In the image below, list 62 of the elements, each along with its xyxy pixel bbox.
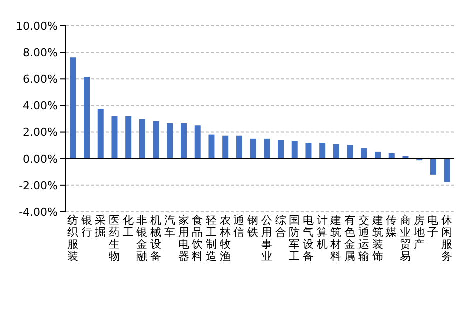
x-tick-label: 建筑装饰 <box>371 214 384 263</box>
x-tick-label: 汽车 <box>164 214 176 239</box>
x-tick-label: 传媒 <box>386 214 398 239</box>
bar <box>375 152 382 159</box>
bar <box>194 126 201 159</box>
y-tick-label: 4.00% <box>23 100 58 113</box>
bar <box>84 77 90 159</box>
bar <box>139 119 146 159</box>
x-tick-label: 家用电器 <box>178 214 190 263</box>
x-tick-label: 综合 <box>275 214 286 239</box>
bar <box>264 138 270 159</box>
bar <box>181 124 188 159</box>
x-tick-label: 食品饮料 <box>191 214 204 263</box>
bar <box>208 134 215 159</box>
y-tick-label: 2.00% <box>23 126 58 140</box>
bar <box>347 145 354 159</box>
bar <box>292 141 298 159</box>
x-tick-label: 钢铁 <box>246 214 259 239</box>
x-tick-label: 有色金属 <box>344 214 356 263</box>
bar <box>320 143 326 159</box>
x-tick-label: 纺织服装 <box>67 214 78 263</box>
bar <box>388 153 395 159</box>
x-tick-label: 电子 <box>428 214 439 239</box>
bar <box>278 140 284 159</box>
bar <box>236 136 242 159</box>
bar <box>112 116 118 159</box>
y-tick-label: -4.00% <box>19 206 58 219</box>
x-tick-label: 银行 <box>80 214 92 239</box>
bar <box>153 121 160 159</box>
y-tick-label: 8.00% <box>23 46 58 60</box>
bar <box>167 124 174 159</box>
y-tick-label: -2.00% <box>19 179 58 192</box>
x-tick-label: 非银金融 <box>136 214 148 263</box>
bar <box>306 143 312 159</box>
x-tick-label: 计算机 <box>316 214 328 251</box>
x-tick-label: 采掘 <box>95 214 106 239</box>
bar <box>333 144 340 159</box>
x-tick-label: 国防军工 <box>289 214 300 263</box>
y-tick-label: 6.00% <box>23 73 58 86</box>
bar <box>361 148 368 159</box>
x-tick-label: 商业贸易 <box>400 214 411 263</box>
x-tick-label: 农林牧渔 <box>218 214 231 263</box>
bar <box>444 158 450 182</box>
bar <box>126 116 132 159</box>
x-tick-label: 电气设备 <box>303 214 314 263</box>
y-tick-label: 10.00% <box>16 20 58 33</box>
x-tick-label: 休闲服务 <box>442 214 453 263</box>
bar <box>430 158 436 175</box>
x-tick-label: 公用事业 <box>261 214 272 263</box>
bar <box>222 136 229 159</box>
x-tick-label: 机械设备 <box>150 214 162 263</box>
x-tick-label: 交通运输 <box>358 214 370 263</box>
x-tick-label: 房地产 <box>412 214 425 251</box>
bar <box>98 109 104 159</box>
y-tick-label: 0.00% <box>23 152 58 166</box>
x-tick-label: 建筑材料 <box>330 214 342 263</box>
x-tick-label: 医药生物 <box>109 214 120 263</box>
bar <box>70 58 76 159</box>
bar <box>250 138 256 159</box>
x-tick-label: 轻工制造 <box>206 214 217 263</box>
x-tick-label: 通信 <box>234 214 245 239</box>
x-tick-label: 化工 <box>122 214 134 239</box>
